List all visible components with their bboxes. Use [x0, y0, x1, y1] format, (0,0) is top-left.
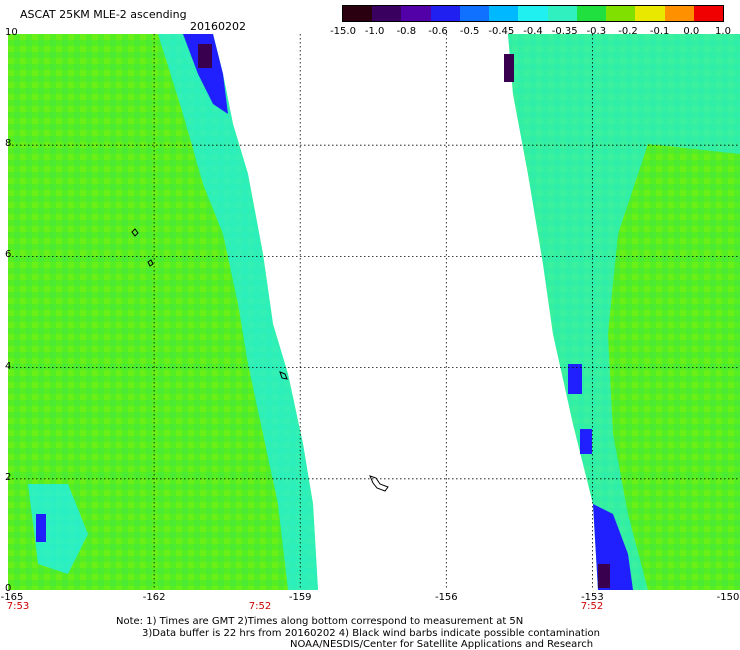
colorbar-segment: [635, 6, 665, 21]
left-swath-purple-patch: [198, 44, 212, 68]
colorbar-segment: [401, 6, 431, 21]
longitude-tick-label: -162: [142, 592, 166, 603]
colorbar-label: -0.35: [551, 26, 578, 37]
colorbar-segment: [576, 6, 607, 21]
longitude-tick-label: -165: [0, 592, 24, 603]
time-label: 7:53: [6, 601, 30, 612]
map-date: 20160202: [190, 20, 246, 33]
latitude-tick-label: 4: [5, 360, 12, 372]
left-swath-edge: [158, 34, 318, 590]
colorbar-segment: [547, 6, 577, 21]
island-3: [279, 371, 288, 380]
latitude-tick-label: 10: [5, 27, 18, 38]
colorbar-label: -0.6: [428, 26, 448, 37]
map-title: ASCAT 25KM MLE-2 ascending: [20, 8, 187, 21]
colorbar-segment: [489, 6, 519, 21]
wind-map-plot: [8, 34, 740, 590]
colorbar-label: -0.3: [586, 26, 607, 37]
longitude-tick-label: -159: [288, 592, 312, 603]
colorbar-label: -1.0: [364, 26, 385, 37]
colorbar-label: -15.0: [330, 26, 356, 37]
note-line-1: Note: 1) Times are GMT 2)Times along bot…: [116, 616, 524, 627]
colorbar-segment: [343, 6, 373, 21]
colorbar-label: 0.0: [683, 26, 700, 37]
latitude-tick-label: 6: [5, 249, 12, 261]
left-swath-cyan-patch: [28, 484, 88, 574]
colorbar-segment: [430, 6, 460, 21]
island-1: [131, 228, 139, 237]
note-line-3: NOAA/NESDIS/Center for Satellite Applica…: [290, 639, 594, 650]
latitude-tick-label: 8: [5, 138, 12, 150]
longitude-tick-label: -153: [581, 592, 604, 603]
colorbar-segment: [606, 6, 636, 21]
right-swath-blue-patch-3: [580, 429, 592, 454]
left-swath-blue-patch: [36, 514, 46, 542]
note-line-2: 3)Data buffer is 22 hrs from 20160202 4)…: [142, 628, 600, 639]
longitude-tick-label: -150: [716, 592, 740, 603]
left-swath-dark-edge: [183, 34, 228, 114]
colorbar-label: -0.8: [396, 26, 417, 37]
right-swath-blue-patch-2: [568, 364, 582, 394]
time-label: 7:52: [580, 601, 604, 612]
colorbar-label: -0.45: [488, 26, 515, 37]
colorbar: [342, 5, 724, 22]
latitude-tick-label: 2: [5, 471, 12, 483]
longitude-tick-label: -156: [434, 592, 458, 603]
right-swath-purple-patch: [598, 564, 610, 588]
right-swath-edge: [508, 34, 740, 590]
colorbar-segment: [459, 6, 490, 21]
colorbar-label: -0.4: [523, 26, 543, 37]
colorbar-label: -0.5: [459, 26, 480, 37]
island-2: [147, 259, 154, 267]
colorbar-label: 1.0: [715, 26, 731, 37]
colorbar-segment: [518, 6, 548, 21]
right-swath-purple-patch-2: [504, 54, 514, 82]
colorbar-segment: [693, 6, 724, 21]
time-label: 7:52: [248, 601, 272, 612]
island-4: [369, 475, 389, 492]
colorbar-label: -0.2: [618, 26, 638, 37]
colorbar-segment: [372, 6, 402, 21]
colorbar-label: -0.1: [649, 26, 670, 37]
latitude-tick-label: 0: [5, 583, 12, 594]
colorbar-segment: [664, 6, 694, 21]
lat-lon-grid: [8, 34, 740, 590]
